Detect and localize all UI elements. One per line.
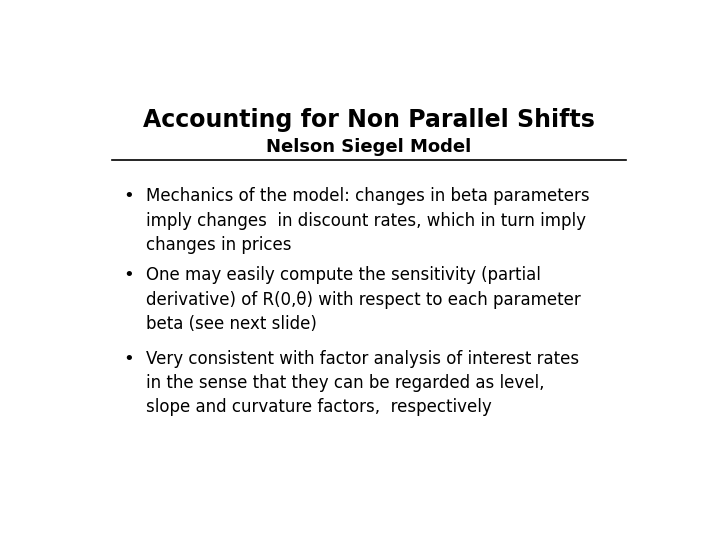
Text: •: • — [124, 266, 135, 285]
Text: Mechanics of the model: changes in beta parameters
imply changes  in discount ra: Mechanics of the model: changes in beta … — [145, 187, 590, 254]
Text: •: • — [124, 187, 135, 205]
Text: Nelson Siegel Model: Nelson Siegel Model — [266, 138, 472, 156]
Text: One may easily compute the sensitivity (partial
derivative) of R(0,θ) with respe: One may easily compute the sensitivity (… — [145, 266, 580, 333]
Text: Accounting for Non Parallel Shifts: Accounting for Non Parallel Shifts — [143, 109, 595, 132]
Text: Very consistent with factor analysis of interest rates
in the sense that they ca: Very consistent with factor analysis of … — [145, 349, 579, 416]
Text: •: • — [124, 349, 135, 368]
